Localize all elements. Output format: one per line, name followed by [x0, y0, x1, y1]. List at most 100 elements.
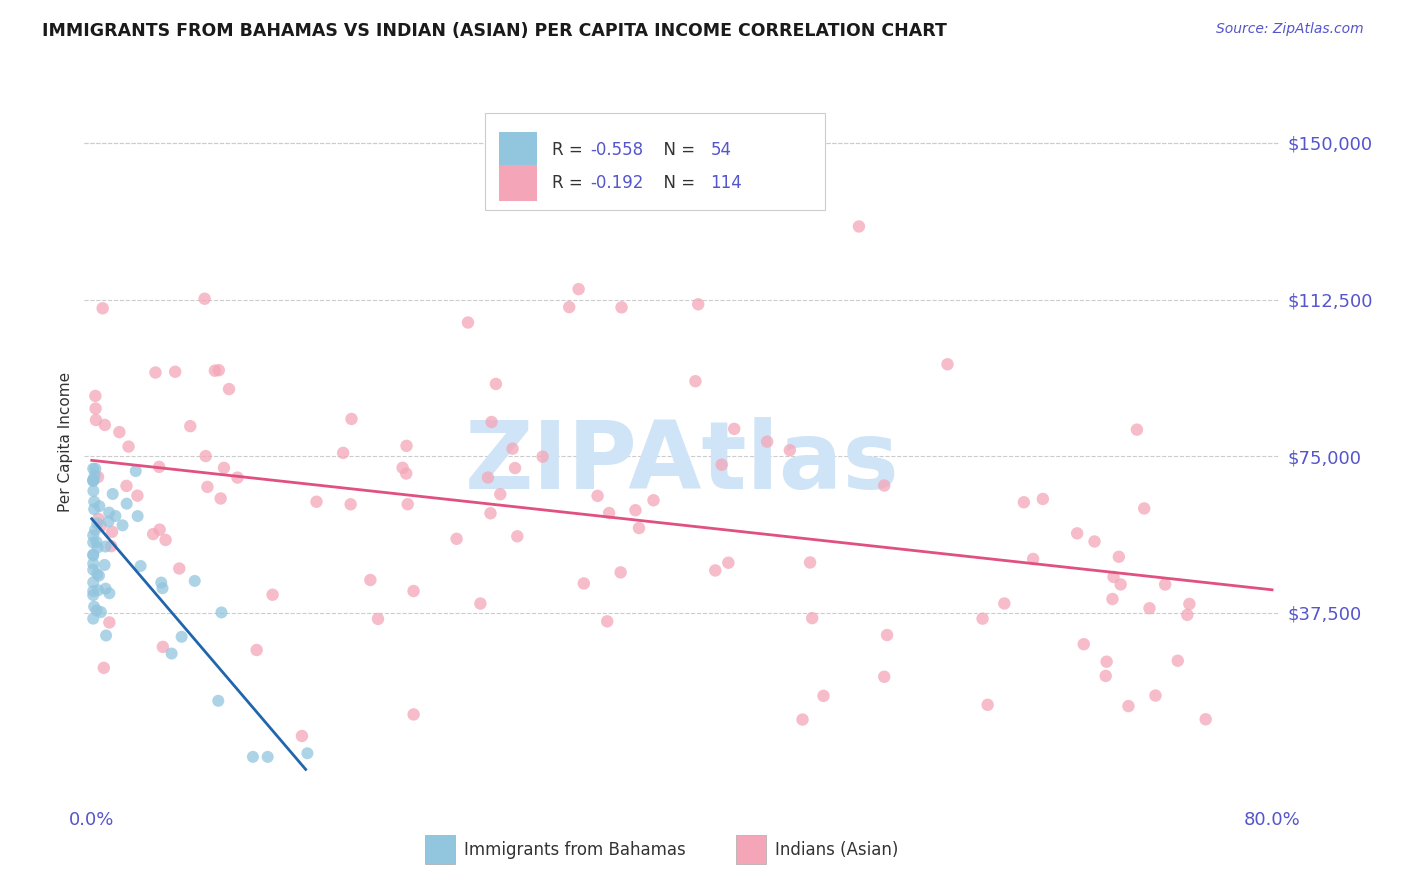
Point — [396, 497, 419, 511]
Point — [1154, 577, 1177, 591]
Point — [82, 483, 104, 498]
Point — [1109, 577, 1132, 591]
Point — [150, 575, 173, 590]
Point — [457, 316, 479, 330]
Point — [82, 588, 104, 602]
Point — [207, 694, 229, 708]
Point — [704, 563, 727, 577]
Point — [1012, 495, 1035, 509]
Point — [568, 282, 591, 296]
Point — [82, 612, 104, 626]
Point — [84, 389, 107, 403]
Point — [503, 461, 526, 475]
FancyBboxPatch shape — [735, 835, 766, 864]
Point — [246, 643, 269, 657]
Point — [506, 529, 529, 543]
Point — [183, 574, 205, 588]
Point — [82, 575, 104, 590]
Point — [142, 527, 165, 541]
Point — [152, 581, 174, 595]
Point — [82, 474, 104, 488]
Point — [1144, 689, 1167, 703]
Point — [90, 605, 112, 619]
Point — [98, 586, 121, 600]
Point — [643, 493, 665, 508]
Point — [82, 557, 104, 571]
Point — [586, 489, 609, 503]
Point — [489, 487, 512, 501]
Point — [87, 470, 110, 484]
Text: Immigrants from Bahamas: Immigrants from Bahamas — [464, 841, 686, 859]
Point — [82, 535, 104, 549]
Point — [339, 497, 361, 511]
Point — [97, 515, 120, 529]
Point — [340, 412, 363, 426]
Point — [82, 528, 104, 542]
Point — [1095, 655, 1118, 669]
Point — [145, 366, 167, 380]
Point — [1126, 423, 1149, 437]
Point — [598, 506, 620, 520]
Point — [502, 442, 524, 456]
Point — [391, 460, 413, 475]
Point — [94, 628, 117, 642]
Point — [84, 401, 107, 416]
Point — [1073, 637, 1095, 651]
Point — [1066, 526, 1088, 541]
Point — [242, 749, 264, 764]
Point — [165, 365, 187, 379]
FancyBboxPatch shape — [485, 112, 825, 211]
Point — [873, 670, 896, 684]
Point — [305, 494, 328, 508]
Point — [1167, 654, 1189, 668]
Point — [149, 523, 172, 537]
Point — [477, 470, 499, 484]
Point — [332, 446, 354, 460]
Point — [82, 548, 104, 562]
Point — [197, 480, 219, 494]
Point — [83, 502, 105, 516]
Text: Source: ZipAtlas.com: Source: ZipAtlas.com — [1216, 22, 1364, 37]
Point — [395, 467, 418, 481]
Point — [558, 300, 581, 314]
Point — [226, 470, 249, 484]
Point — [218, 382, 240, 396]
Point — [87, 512, 110, 526]
Point — [115, 497, 138, 511]
Point — [127, 509, 149, 524]
Point — [82, 474, 104, 488]
Point — [717, 556, 740, 570]
Point — [1178, 597, 1201, 611]
Point — [94, 540, 117, 554]
Point — [723, 422, 745, 436]
Point — [93, 558, 115, 572]
Text: 54: 54 — [710, 141, 731, 159]
Point — [792, 713, 814, 727]
FancyBboxPatch shape — [499, 132, 537, 168]
Point — [1102, 570, 1125, 584]
Point — [94, 582, 117, 596]
Point — [485, 376, 508, 391]
Point — [848, 219, 870, 234]
Point — [179, 419, 201, 434]
Point — [167, 561, 190, 575]
Text: N =: N = — [654, 141, 700, 159]
Point — [1118, 699, 1140, 714]
Point — [976, 698, 998, 712]
Point — [1022, 552, 1045, 566]
Point — [82, 461, 104, 475]
Point — [90, 519, 112, 533]
Point — [86, 567, 108, 582]
Point — [446, 532, 468, 546]
Point — [86, 535, 108, 549]
Point — [610, 301, 633, 315]
Point — [359, 573, 381, 587]
Point — [115, 479, 138, 493]
FancyBboxPatch shape — [499, 165, 537, 201]
Text: 114: 114 — [710, 174, 742, 192]
Point — [1139, 601, 1161, 615]
Point — [86, 541, 108, 555]
Point — [1094, 669, 1116, 683]
Text: R =: R = — [551, 174, 588, 192]
Point — [627, 521, 650, 535]
